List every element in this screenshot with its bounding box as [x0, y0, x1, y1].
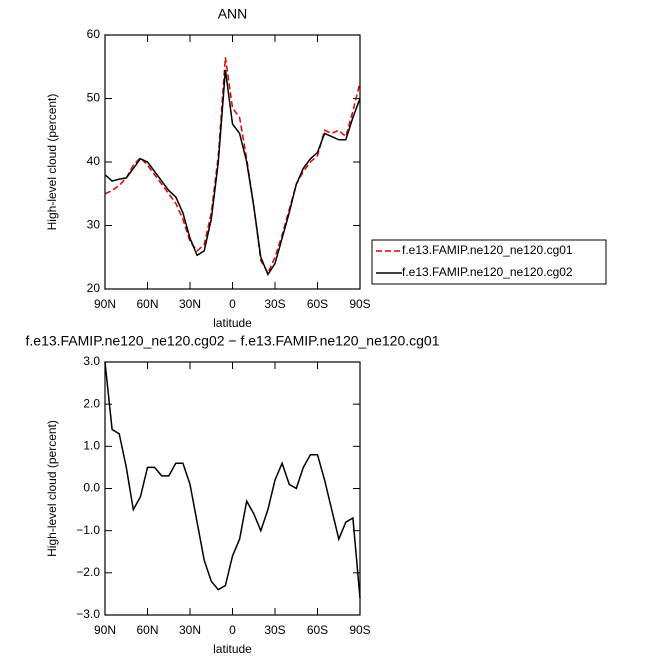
x-tick-label: 90N [94, 623, 116, 637]
series-line [104, 69, 361, 276]
y-tick-label: 30 [87, 218, 101, 232]
y-tick-label: −1.0 [76, 523, 100, 537]
y-tick-label: −2.0 [76, 565, 100, 579]
x-tick-label: 90N [94, 297, 116, 311]
y-tick-label: 1.0 [83, 439, 100, 453]
x-tick-label: 0 [229, 623, 236, 637]
legend-box [371, 239, 607, 285]
legend-label: f.e13.FAMIP.ne120_ne120.cg01 [402, 243, 573, 257]
x-tick-label: 30N [179, 623, 201, 637]
plot-frame [104, 34, 361, 290]
y-tick-label: 40 [87, 154, 101, 168]
y-tick-label: 20 [87, 281, 101, 295]
x-tick-label: 90S [349, 623, 370, 637]
x-tick-label: 60S [307, 623, 328, 637]
x-tick-label: 30S [264, 297, 285, 311]
x-tick-label: 30N [179, 297, 201, 311]
x-axis-label: latitude [213, 642, 252, 656]
y-tick-label: 50 [87, 91, 101, 105]
x-tick-label: 0 [229, 297, 236, 311]
x-tick-label: 60S [307, 297, 328, 311]
series-line [104, 361, 361, 599]
x-tick-label: 60N [136, 297, 158, 311]
series-line [104, 57, 361, 275]
x-tick-label: 30S [264, 623, 285, 637]
plot-frame [104, 361, 361, 616]
y-axis-label: High-level cloud (percent) [45, 94, 59, 231]
chart-title: ANN [218, 6, 248, 22]
x-axis-label: latitude [213, 316, 252, 330]
y-tick-label: −3.0 [76, 607, 100, 621]
chart-title: f.e13.FAMIP.ne120_ne120.cg02 − f.e13.FAM… [26, 333, 440, 349]
y-tick-label: 3.0 [83, 354, 100, 368]
x-tick-label: 90S [349, 297, 370, 311]
y-tick-label: 2.0 [83, 396, 100, 410]
y-axis-label: High-level cloud (percent) [45, 420, 59, 557]
y-tick-label: 0.0 [83, 481, 100, 495]
y-tick-label: 60 [87, 27, 101, 41]
legend-label: f.e13.FAMIP.ne120_ne120.cg02 [402, 265, 573, 279]
x-tick-label: 60N [136, 623, 158, 637]
